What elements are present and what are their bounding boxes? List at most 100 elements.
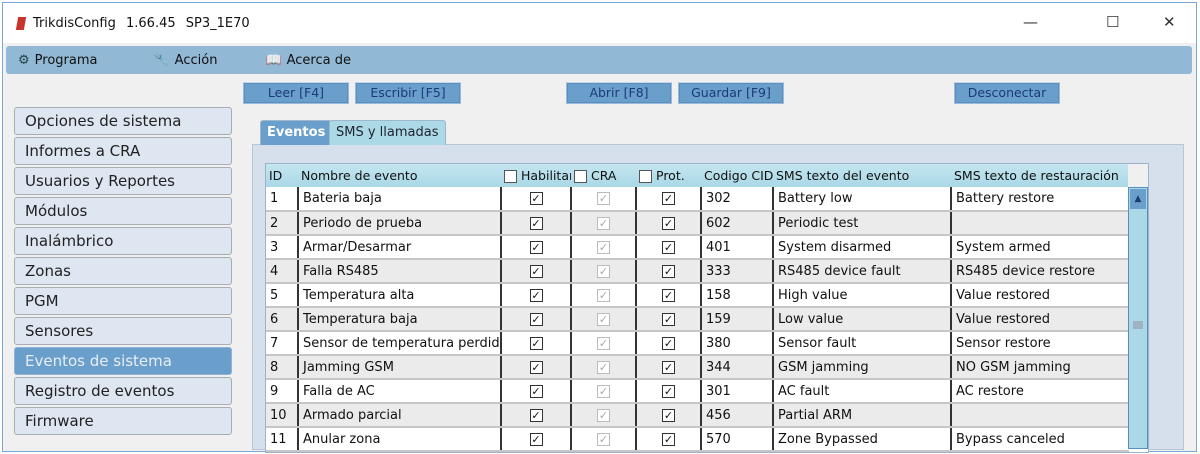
- enable-checkbox[interactable]: ✓: [529, 264, 543, 278]
- cell-sms-restore[interactable]: NO GSM jamming: [951, 355, 1129, 380]
- sidebar-item-módulos[interactable]: Módulos: [14, 197, 232, 225]
- cra-checkbox[interactable]: ✓: [597, 264, 610, 278]
- prot-checkbox[interactable]: ✓: [662, 240, 675, 254]
- cra-checkbox[interactable]: ✓: [597, 336, 610, 350]
- prot-checkbox[interactable]: ✓: [662, 384, 675, 398]
- table-row[interactable]: 6 Temperatura baja ✓ ✓ ✓ 159 Low value Value re…: [266, 307, 1129, 332]
- table-row[interactable]: 8 Jamming GSM ✓ ✓ ✓ 344 GSM jamming NO GSM jamm…: [266, 355, 1129, 380]
- cell-cid[interactable]: 333: [701, 259, 774, 284]
- maximize-button[interactable]: ☐: [1106, 13, 1120, 31]
- cell-sms-event[interactable]: System disarmed: [773, 235, 952, 260]
- cell-prot[interactable]: ✓: [636, 403, 702, 428]
- cra-checkbox[interactable]: ✓: [597, 432, 610, 446]
- cell-name[interactable]: Periodo de prueba: [298, 211, 502, 236]
- tab-sms-llamadas[interactable]: SMS y llamadas: [329, 120, 446, 145]
- cell-name[interactable]: Jamming GSM: [298, 355, 502, 380]
- cell-sms-event[interactable]: Sensor fault: [773, 331, 952, 356]
- cell-cra[interactable]: ✓: [571, 283, 637, 308]
- cell-id[interactable]: 3: [266, 235, 299, 260]
- prot-checkbox[interactable]: ✓: [662, 408, 675, 422]
- enable-checkbox[interactable]: ✓: [529, 408, 543, 422]
- cell-enable[interactable]: ✓: [501, 307, 572, 332]
- cell-cid[interactable]: 158: [701, 283, 774, 308]
- cell-name[interactable]: Temperatura baja: [298, 307, 502, 332]
- scroll-up-arrow-icon[interactable]: ▲: [1130, 189, 1146, 209]
- sidebar-item-zonas[interactable]: Zonas: [14, 257, 232, 285]
- cell-sms-restore[interactable]: [951, 403, 1129, 428]
- write-button[interactable]: Escribir [F5]: [355, 82, 461, 104]
- enable-checkbox[interactable]: ✓: [529, 432, 543, 446]
- cell-sms-event[interactable]: High value: [773, 283, 952, 308]
- enable-checkbox[interactable]: ✓: [529, 384, 543, 398]
- scroll-thumb-grip[interactable]: [1133, 321, 1143, 329]
- table-row[interactable]: 7 Sensor de temperatura perdido ✓ ✓ ✓ 380 Sens…: [266, 331, 1129, 356]
- cell-id[interactable]: 1: [266, 187, 299, 212]
- cell-sms-restore[interactable]: Sensor restore: [951, 331, 1129, 356]
- menu-accion[interactable]: 🔧 Acción: [153, 53, 217, 68]
- cra-checkbox[interactable]: ✓: [597, 408, 610, 422]
- cell-name[interactable]: Sensor de temperatura perdido: [298, 331, 502, 356]
- select-all-prot-checkbox[interactable]: [639, 170, 652, 183]
- sidebar-item-registro-de-eventos[interactable]: Registro de eventos: [14, 377, 232, 405]
- select-all-cra-checkbox[interactable]: [574, 170, 587, 183]
- cell-cid[interactable]: 159: [701, 307, 774, 332]
- cell-enable[interactable]: ✓: [501, 259, 572, 284]
- save-button[interactable]: Guardar [F9]: [678, 82, 784, 104]
- cell-enable[interactable]: ✓: [501, 355, 572, 380]
- cell-prot[interactable]: ✓: [636, 355, 702, 380]
- sidebar-item-pgm[interactable]: PGM: [14, 287, 232, 315]
- cell-prot[interactable]: ✓: [636, 379, 702, 404]
- prot-checkbox[interactable]: ✓: [662, 312, 675, 326]
- cra-checkbox[interactable]: ✓: [597, 288, 610, 302]
- prot-checkbox[interactable]: ✓: [662, 264, 675, 278]
- cell-sms-event[interactable]: Partial ARM: [773, 403, 952, 428]
- cell-sms-event[interactable]: Low value: [773, 307, 952, 332]
- cell-cra[interactable]: ✓: [571, 331, 637, 356]
- table-row[interactable]: 3 Armar/Desarmar ✓ ✓ ✓ 401 System disarmed Syst…: [266, 235, 1129, 260]
- cell-sms-event[interactable]: Battery low: [773, 187, 952, 212]
- enable-checkbox[interactable]: ✓: [529, 192, 543, 205]
- cell-cra[interactable]: ✓: [571, 259, 637, 284]
- cell-sms-restore[interactable]: AC restore: [951, 379, 1129, 404]
- cell-id[interactable]: 8: [266, 355, 299, 380]
- open-button[interactable]: Abrir [F8]: [566, 82, 672, 104]
- cell-cra[interactable]: ✓: [571, 379, 637, 404]
- prot-checkbox[interactable]: ✓: [662, 192, 675, 205]
- cell-id[interactable]: 10: [266, 403, 299, 428]
- sidebar-item-sensores[interactable]: Sensores: [14, 317, 232, 345]
- cell-sms-restore[interactable]: Bypass canceled: [951, 427, 1129, 452]
- cell-prot[interactable]: ✓: [636, 307, 702, 332]
- cell-name[interactable]: Falla RS485: [298, 259, 502, 284]
- enable-checkbox[interactable]: ✓: [529, 288, 543, 302]
- sidebar-item-firmware[interactable]: Firmware: [14, 407, 232, 435]
- cell-cra[interactable]: ✓: [571, 211, 637, 236]
- disconnect-button[interactable]: Desconectar: [954, 82, 1060, 104]
- cra-checkbox[interactable]: ✓: [597, 384, 610, 398]
- cell-id[interactable]: 5: [266, 283, 299, 308]
- cra-checkbox[interactable]: ✓: [597, 360, 610, 374]
- cell-cid[interactable]: 344: [701, 355, 774, 380]
- cell-sms-restore[interactable]: Value restored: [951, 307, 1129, 332]
- cell-cra[interactable]: ✓: [571, 235, 637, 260]
- cell-prot[interactable]: ✓: [636, 331, 702, 356]
- cra-checkbox[interactable]: ✓: [597, 240, 610, 254]
- sidebar-item-usuarios-y-reportes[interactable]: Usuarios y Reportes: [14, 167, 232, 195]
- cell-id[interactable]: 9: [266, 379, 299, 404]
- cell-enable[interactable]: ✓: [501, 331, 572, 356]
- cell-prot[interactable]: ✓: [636, 427, 702, 452]
- prot-checkbox[interactable]: ✓: [662, 216, 675, 230]
- cell-sms-restore[interactable]: System armed: [951, 235, 1129, 260]
- enable-checkbox[interactable]: ✓: [529, 336, 543, 350]
- cell-enable[interactable]: ✓: [501, 379, 572, 404]
- cra-checkbox[interactable]: ✓: [597, 216, 610, 230]
- cell-prot[interactable]: ✓: [636, 259, 702, 284]
- table-row[interactable]: 10 Armado parcial ✓ ✓ ✓ 456 Partial ARM: [266, 403, 1129, 428]
- cell-cid[interactable]: 456: [701, 403, 774, 428]
- table-row[interactable]: 11 Anular zona ✓ ✓ ✓ 570 Zone Bypassed Bypass c…: [266, 427, 1129, 452]
- cell-enable[interactable]: ✓: [501, 187, 572, 212]
- cra-checkbox[interactable]: ✓: [597, 312, 610, 326]
- table-row[interactable]: 2 Periodo de prueba ✓ ✓ ✓ 602 Periodic test: [266, 211, 1129, 236]
- prot-checkbox[interactable]: ✓: [662, 360, 675, 374]
- cell-cid[interactable]: 301: [701, 379, 774, 404]
- cell-prot[interactable]: ✓: [636, 211, 702, 236]
